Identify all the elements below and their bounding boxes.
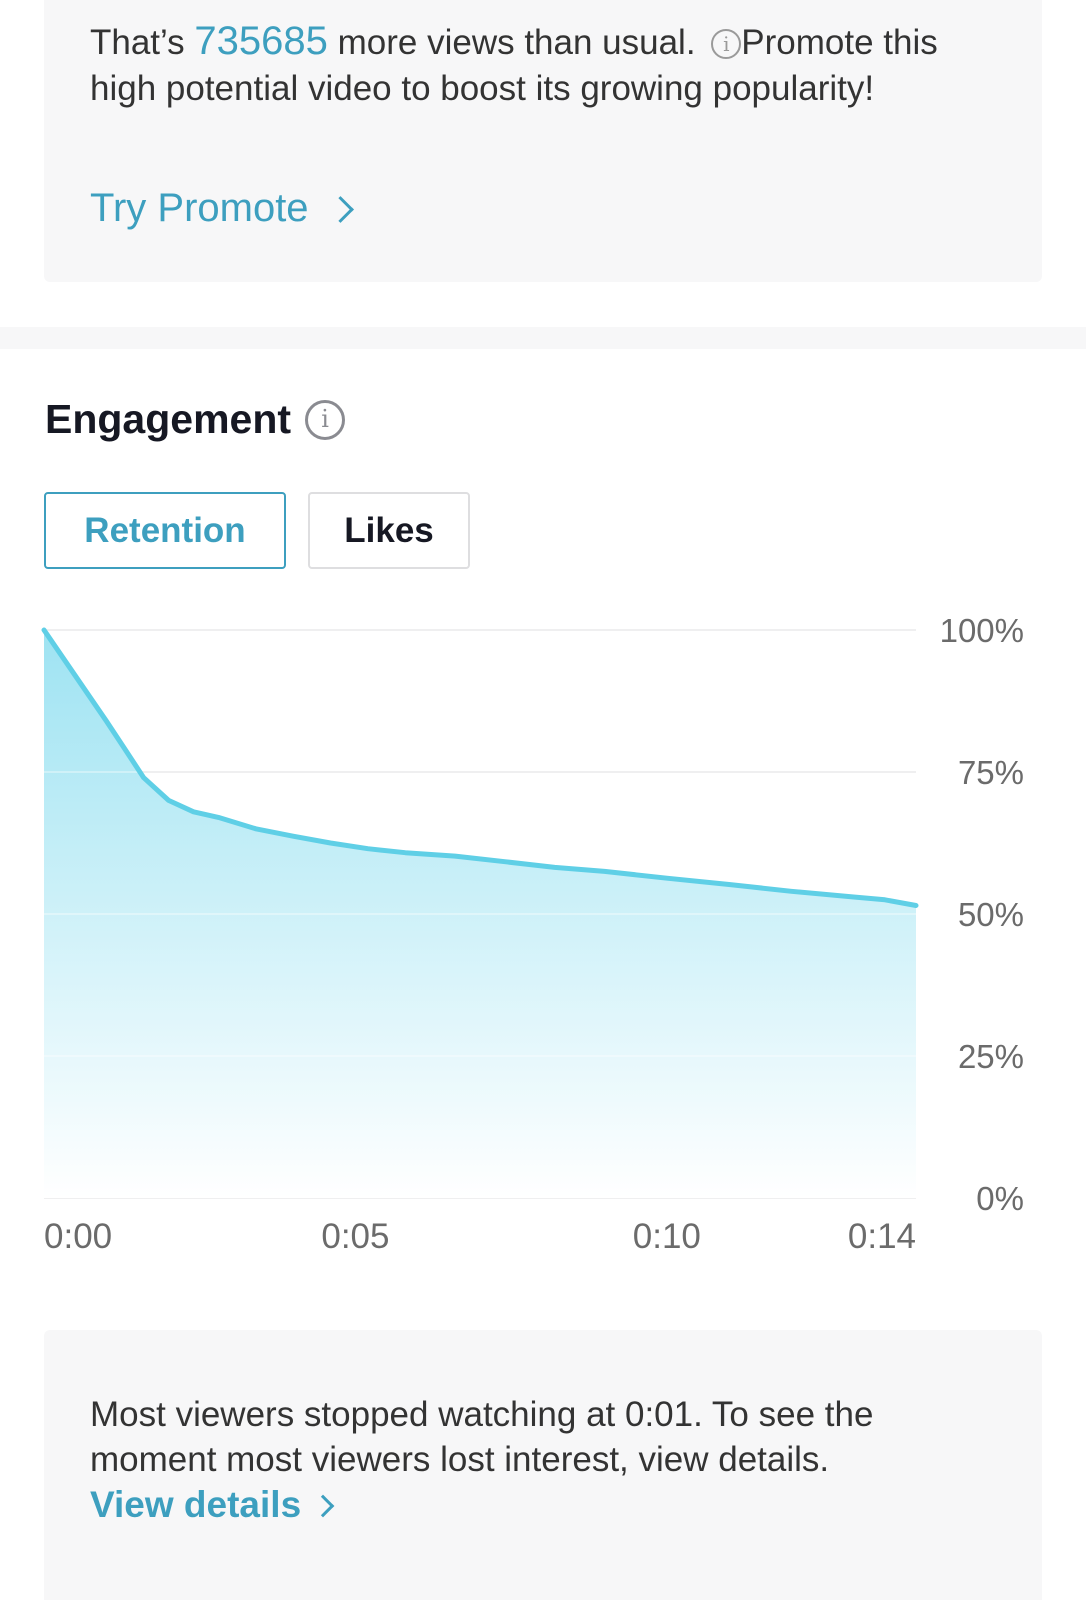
- info-icon[interactable]: i: [711, 29, 742, 59]
- insight-text: Most viewers stopped watching at 0:01. T…: [90, 1395, 874, 1479]
- info-icon[interactable]: i: [305, 399, 346, 440]
- insight-card: Most viewers stopped watching at 0:01. T…: [44, 1330, 1042, 1600]
- x-tick-label: 0:14: [848, 1217, 916, 1256]
- try-promote-link[interactable]: Try Promote: [90, 186, 355, 231]
- x-tick-label: 0:10: [633, 1217, 701, 1256]
- y-tick-label: 50%: [958, 896, 1024, 933]
- tab-likes-label: Likes: [344, 510, 434, 550]
- engagement-title: Engagement: [45, 396, 292, 442]
- retention-line: [41, 627, 919, 908]
- x-tick-label: 0:00: [44, 1217, 112, 1256]
- retention-chart: 100% 75% 50% 25% 0% 0:00 0:05 0:10 0:14: [0, 600, 1086, 1300]
- promo-text-after: more views than usual.: [327, 23, 706, 62]
- promo-text-before: That’s: [90, 23, 195, 62]
- view-details-link[interactable]: View details: [90, 1484, 335, 1526]
- y-tick-label: 100%: [940, 612, 1024, 649]
- retention-chart-svg: 100% 75% 50% 25% 0% 0:00 0:05 0:10 0:14: [41, 612, 1024, 1256]
- try-promote-label: Try Promote: [90, 186, 309, 230]
- y-tick-label: 25%: [958, 1038, 1024, 1075]
- y-tick-label: 75%: [958, 754, 1024, 791]
- promo-card: That’s 735685 more views than usual. i Pr…: [44, 0, 1042, 282]
- chevron-right-icon: [329, 196, 355, 222]
- tab-retention-label: Retention: [84, 510, 246, 550]
- retention-area: [44, 630, 916, 1198]
- chevron-right-icon: [315, 1494, 335, 1516]
- tab-likes[interactable]: Likes: [308, 492, 470, 569]
- engagement-heading: Engagement i: [45, 396, 346, 443]
- extra-views-count: 735685: [194, 19, 328, 63]
- x-tick-label: 0:05: [321, 1217, 389, 1256]
- view-details-label: View details: [90, 1484, 302, 1525]
- section-divider: [0, 327, 1086, 349]
- tab-retention[interactable]: Retention: [44, 492, 286, 569]
- y-tick-label: 0%: [976, 1180, 1024, 1217]
- promo-message: That’s 735685 more views than usual. i Pr…: [90, 18, 990, 112]
- promo-text-tail: Promote this high potential video to boo…: [90, 23, 938, 108]
